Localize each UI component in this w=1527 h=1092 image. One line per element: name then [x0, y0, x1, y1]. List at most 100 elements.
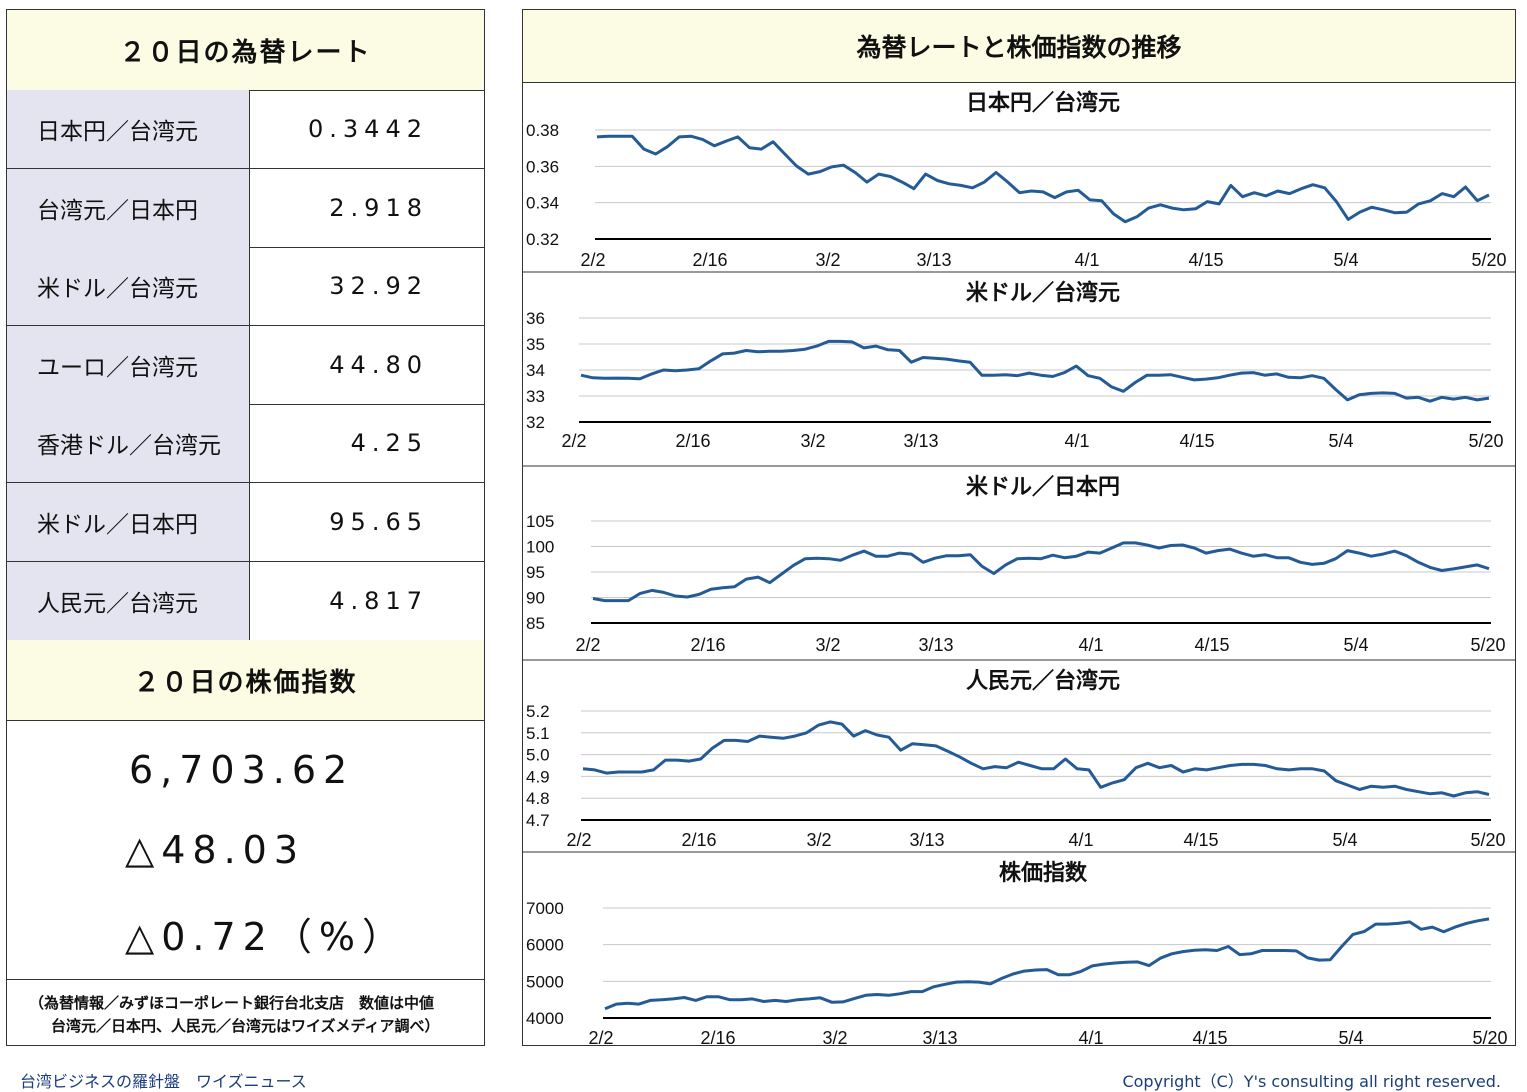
rate-row: 日本円／台湾元 0.3442: [7, 90, 484, 169]
series-line: [580, 339, 1490, 403]
x-tick-label: 3/13: [922, 1028, 957, 1046]
source-line-2: 台湾元／日本円、人民元／台湾元はワイズメディア調べ）: [51, 1017, 440, 1035]
footer-right: Copyright（C）Y's consulting all right res…: [1122, 1072, 1501, 1091]
chart-title: 株価指数: [999, 860, 1088, 885]
stock-index-value: 6,703.62: [129, 748, 355, 792]
x-tick-label: 2/16: [700, 1028, 735, 1046]
rate-label: 米ドル／台湾元: [7, 247, 250, 326]
x-tick-label: 4/15: [1188, 250, 1223, 270]
y-tick-label: 5.2: [526, 702, 550, 721]
y-tick-label: 33: [526, 387, 545, 406]
right-panel: 為替レートと株価指数の推移 日本円／台湾元 0.32 0.34 0.36 0.38 2/2…: [522, 9, 1516, 1046]
x-tick-label: 5/20: [1470, 830, 1505, 850]
y-tick-label: 0.32: [526, 230, 559, 249]
x-tick-label: 3/13: [918, 635, 953, 655]
x-tick-label: 3/2: [806, 830, 831, 850]
x-tick-label: 3/2: [800, 431, 825, 451]
source-line-1: （為替情報／みずほコーポレート銀行台北支店 数値は中値: [29, 994, 435, 1012]
charts-title: 為替レートと株価指数の推移: [523, 10, 1515, 83]
rate-value: 2.918: [329, 193, 428, 222]
y-tick-label: 34: [526, 361, 545, 380]
chart-title: 日本円／台湾元: [966, 90, 1120, 115]
x-tick-label: 2/2: [580, 250, 605, 270]
rate-label: 日本円／台湾元: [7, 90, 250, 168]
stock-change-pct: △0.72（%）: [125, 915, 407, 959]
x-tick-label: 4/1: [1068, 830, 1093, 850]
x-tick-label: 3/13: [909, 830, 944, 850]
y-tick-label: 0.34: [526, 194, 559, 213]
rate-row: 米ドル／日本円 95.65: [7, 483, 484, 562]
x-tick-label: 5/4: [1328, 431, 1353, 451]
rate-row: 米ドル／台湾元 32.92: [7, 247, 484, 327]
x-tick-label: 4/15: [1183, 830, 1218, 850]
rate-value: 44.80: [329, 350, 428, 379]
x-tick-label: 3/13: [903, 431, 938, 451]
y-tick-label: 4.7: [526, 811, 550, 830]
rate-label: 米ドル／日本円: [7, 483, 250, 561]
series-line: [592, 541, 1490, 603]
x-tick-label: 5/4: [1343, 635, 1368, 655]
rate-value: 32.92: [329, 272, 428, 301]
y-tick-label: 6000: [526, 936, 564, 955]
rate-value: 95.65: [329, 508, 428, 536]
y-tick-label: 4000: [526, 1009, 564, 1028]
x-tick-label: 2/2: [566, 830, 591, 850]
x-tick-label: 2/2: [575, 635, 600, 655]
x-tick-label: 5/4: [1333, 250, 1358, 270]
y-tick-label: 100: [526, 538, 554, 557]
y-tick-label: 90: [526, 589, 545, 608]
rate-row: ユーロ／台湾元 44.80: [7, 325, 484, 405]
x-tick-label: 4/15: [1194, 635, 1229, 655]
x-tick-label: 5/20: [1468, 431, 1503, 451]
y-tick-label: 5000: [526, 972, 564, 991]
x-tick-label: 2/16: [690, 635, 725, 655]
rate-row: 香港ドル／台湾元 4.25: [7, 404, 484, 484]
series-line: [604, 917, 1490, 1011]
y-tick-label: 0.36: [526, 157, 559, 176]
x-tick-label: 2/16: [692, 250, 727, 270]
x-tick-label: 4/1: [1074, 250, 1099, 270]
stock-title: ２０日の株価指数: [7, 640, 484, 721]
x-tick-label: 3/2: [815, 250, 840, 270]
rate-row: 人民元／台湾元 4.817: [7, 561, 484, 641]
y-tick-label: 4.9: [526, 767, 550, 786]
stock-change-value: △48.03: [125, 828, 306, 872]
x-tick-label: 5/20: [1472, 1028, 1507, 1046]
rate-row: 台湾元／日本円 2.918: [7, 168, 484, 248]
x-tick-label: 3/13: [916, 250, 951, 270]
x-tick-label: 3/2: [815, 635, 840, 655]
x-tick-label: 4/1: [1078, 635, 1103, 655]
x-tick-label: 2/16: [675, 431, 710, 451]
rate-value: 0.3442: [308, 115, 428, 143]
rate-label: 人民元／台湾元: [7, 561, 250, 640]
y-tick-label: 85: [526, 614, 545, 633]
rates-title: ２０日の為替レート: [7, 10, 484, 91]
x-tick-label: 2/2: [561, 431, 586, 451]
x-tick-label: 3/2: [822, 1028, 847, 1046]
y-tick-label: 5.1: [526, 724, 550, 743]
y-tick-label: 95: [526, 563, 545, 582]
x-tick-label: 4/15: [1192, 1028, 1227, 1046]
x-tick-label: 5/4: [1332, 830, 1357, 850]
footer-left: 台湾ビジネスの羅針盤 ワイズニュース: [20, 1072, 307, 1091]
y-tick-label: 105: [526, 512, 554, 531]
rate-value: 4.817: [329, 586, 428, 615]
y-tick-label: 0.38: [526, 121, 559, 140]
x-tick-label: 5/20: [1470, 635, 1505, 655]
y-tick-label: 36: [526, 309, 545, 328]
x-tick-label: 4/1: [1078, 1028, 1103, 1046]
rate-label: 香港ドル／台湾元: [7, 404, 250, 483]
source-note: （為替情報／みずほコーポレート銀行台北支店 数値は中値 台湾元／日本円、人民元／…: [7, 979, 484, 1045]
x-tick-label: 2/2: [588, 1028, 613, 1046]
y-tick-label: 35: [526, 335, 545, 354]
y-tick-label: 7000: [526, 899, 564, 918]
y-tick-label: 5.0: [526, 746, 550, 765]
rate-label: ユーロ／台湾元: [7, 325, 250, 404]
chart-title: 米ドル／台湾元: [966, 280, 1120, 305]
x-tick-label: 4/1: [1064, 431, 1089, 451]
x-tick-label: 4/15: [1179, 431, 1214, 451]
left-panel: ２０日の為替レート 日本円／台湾元 0.3442 台湾元／日本円 2.918 米ドル／台…: [6, 9, 485, 1046]
y-tick-label: 4.8: [526, 789, 550, 808]
x-tick-label: 2/16: [681, 830, 716, 850]
series-line: [582, 720, 1490, 798]
